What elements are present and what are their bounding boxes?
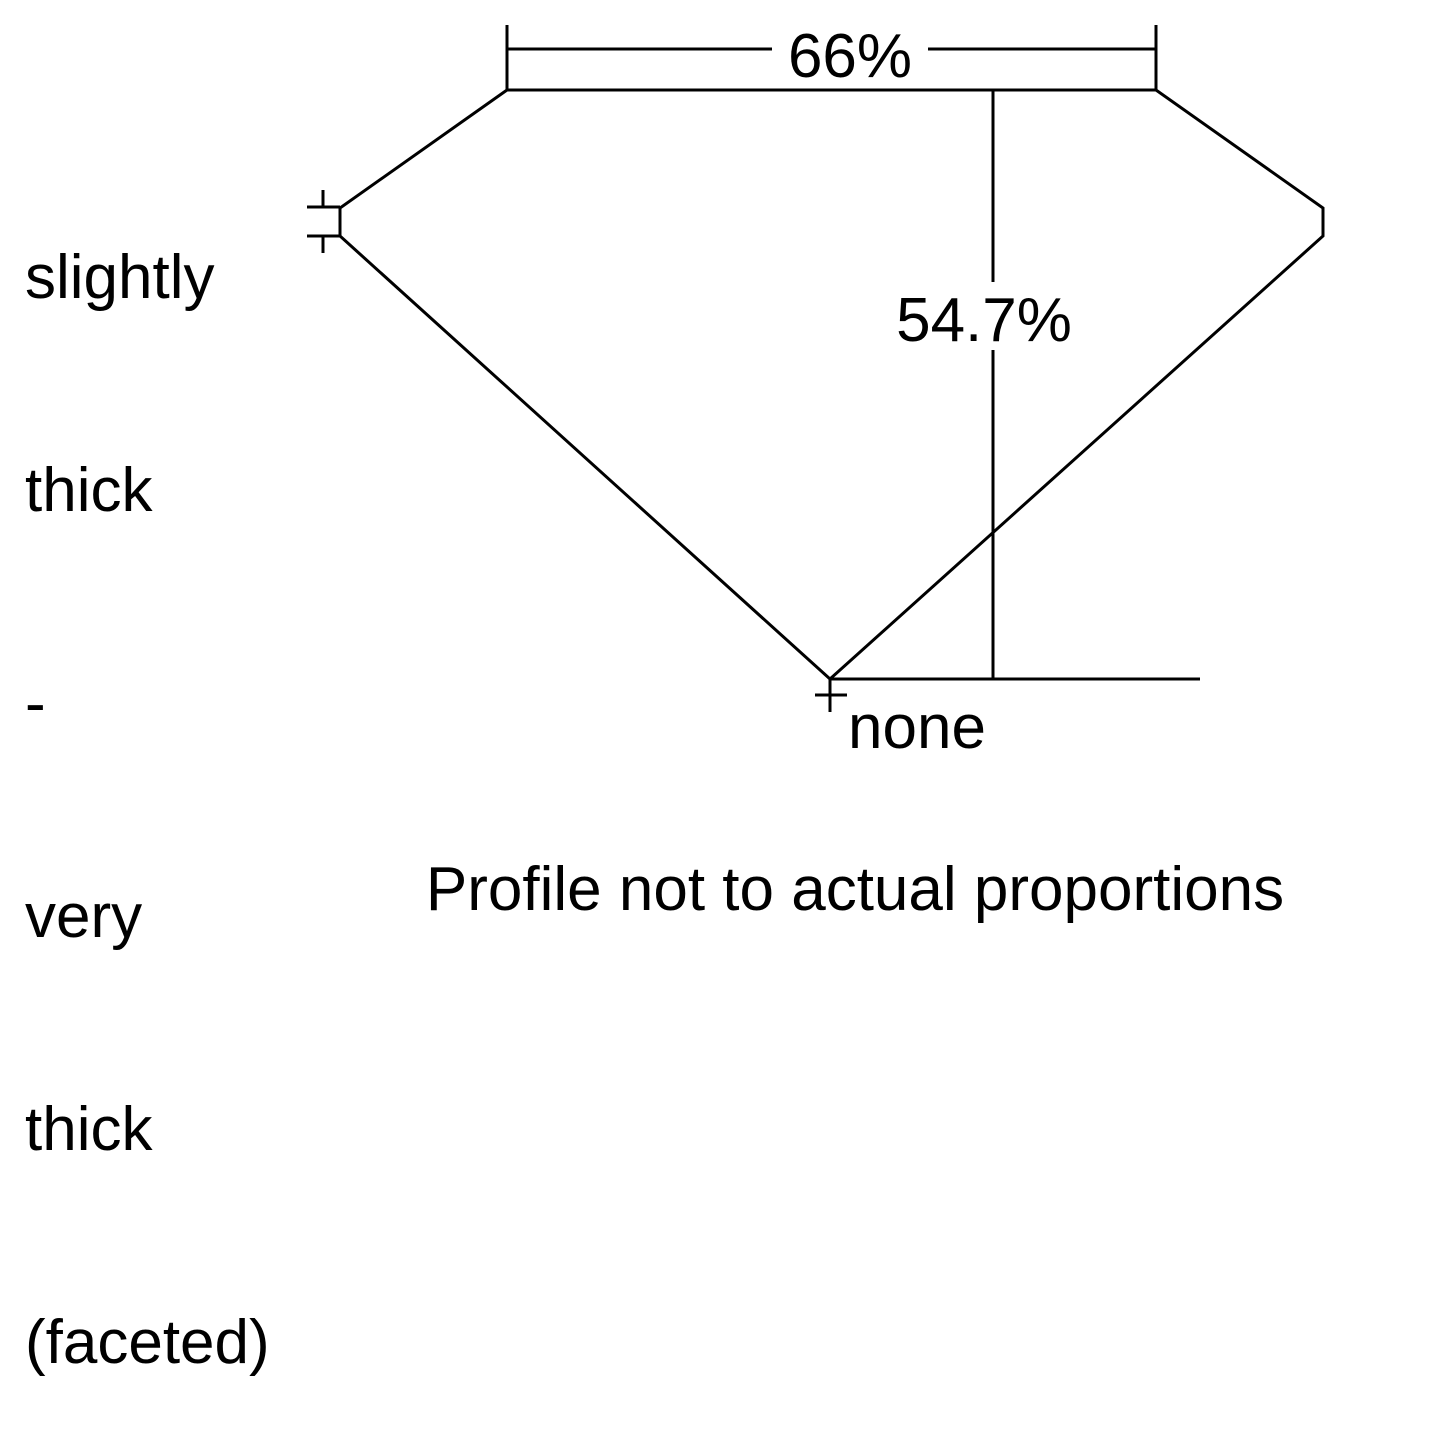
gem-profile-diagram: 66% 54.7% none Profile not to actual pro… <box>307 22 1325 924</box>
gem-outline <box>338 88 1325 682</box>
girdle-label-line: - <box>25 669 46 738</box>
girdle-label-line: thick <box>25 1095 153 1164</box>
table-percentage-label: 66% <box>788 22 912 91</box>
girdle-label-line: very <box>25 882 143 951</box>
caption: Profile not to actual proportions <box>426 855 1284 924</box>
culet-marker <box>815 679 847 712</box>
culet-label: none <box>848 693 986 762</box>
girdle-label-line: (faceted) <box>25 1308 270 1377</box>
depth-percentage-label: 54.7% <box>896 286 1072 355</box>
girdle-marker <box>307 190 340 253</box>
girdle-label: slightly thick - very thick (faceted) <box>25 100 270 1449</box>
girdle-label-line: slightly <box>25 243 215 312</box>
girdle-label-line: thick <box>25 456 153 525</box>
